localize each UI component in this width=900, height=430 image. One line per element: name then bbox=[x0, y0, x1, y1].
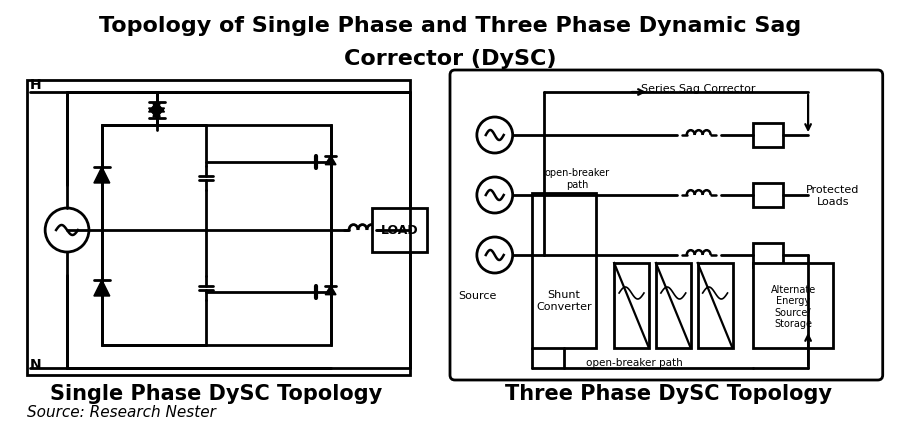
Text: Shunt
Converter: Shunt Converter bbox=[536, 289, 591, 311]
Polygon shape bbox=[148, 109, 165, 119]
Text: Corrector (DySC): Corrector (DySC) bbox=[344, 49, 556, 69]
Polygon shape bbox=[94, 168, 110, 184]
Text: Series Sag Corrector: Series Sag Corrector bbox=[642, 84, 756, 94]
Text: Protected
Loads: Protected Loads bbox=[806, 185, 859, 206]
Bar bbox=[27, 81, 410, 375]
Bar bbox=[753, 243, 783, 267]
Polygon shape bbox=[148, 103, 165, 113]
Bar bbox=[753, 264, 833, 348]
Bar bbox=[373, 209, 427, 252]
Text: Alternate
Energy
Source/
Storage: Alternate Energy Source/ Storage bbox=[770, 284, 815, 329]
Bar bbox=[753, 124, 783, 147]
Bar bbox=[614, 264, 649, 348]
Bar bbox=[102, 126, 330, 345]
Text: Three Phase DySC Topology: Three Phase DySC Topology bbox=[505, 383, 832, 403]
Bar bbox=[656, 264, 690, 348]
Text: Topology of Single Phase and Three Phase Dynamic Sag: Topology of Single Phase and Three Phase… bbox=[99, 16, 801, 36]
Bar bbox=[698, 264, 733, 348]
Text: H: H bbox=[31, 78, 42, 92]
Text: open-breaker path: open-breaker path bbox=[586, 357, 682, 367]
Text: Single Phase DySC Topology: Single Phase DySC Topology bbox=[50, 383, 382, 403]
Polygon shape bbox=[94, 280, 110, 296]
Text: Source: Source bbox=[459, 290, 497, 300]
Text: open-breaker
path: open-breaker path bbox=[544, 168, 610, 189]
Text: LOAD: LOAD bbox=[381, 224, 418, 237]
Text: N: N bbox=[31, 357, 42, 371]
Bar bbox=[532, 194, 596, 348]
Bar bbox=[753, 184, 783, 208]
Text: Source: Research Nester: Source: Research Nester bbox=[27, 405, 216, 420]
Polygon shape bbox=[325, 286, 336, 295]
Polygon shape bbox=[325, 157, 336, 165]
FancyBboxPatch shape bbox=[450, 71, 883, 380]
